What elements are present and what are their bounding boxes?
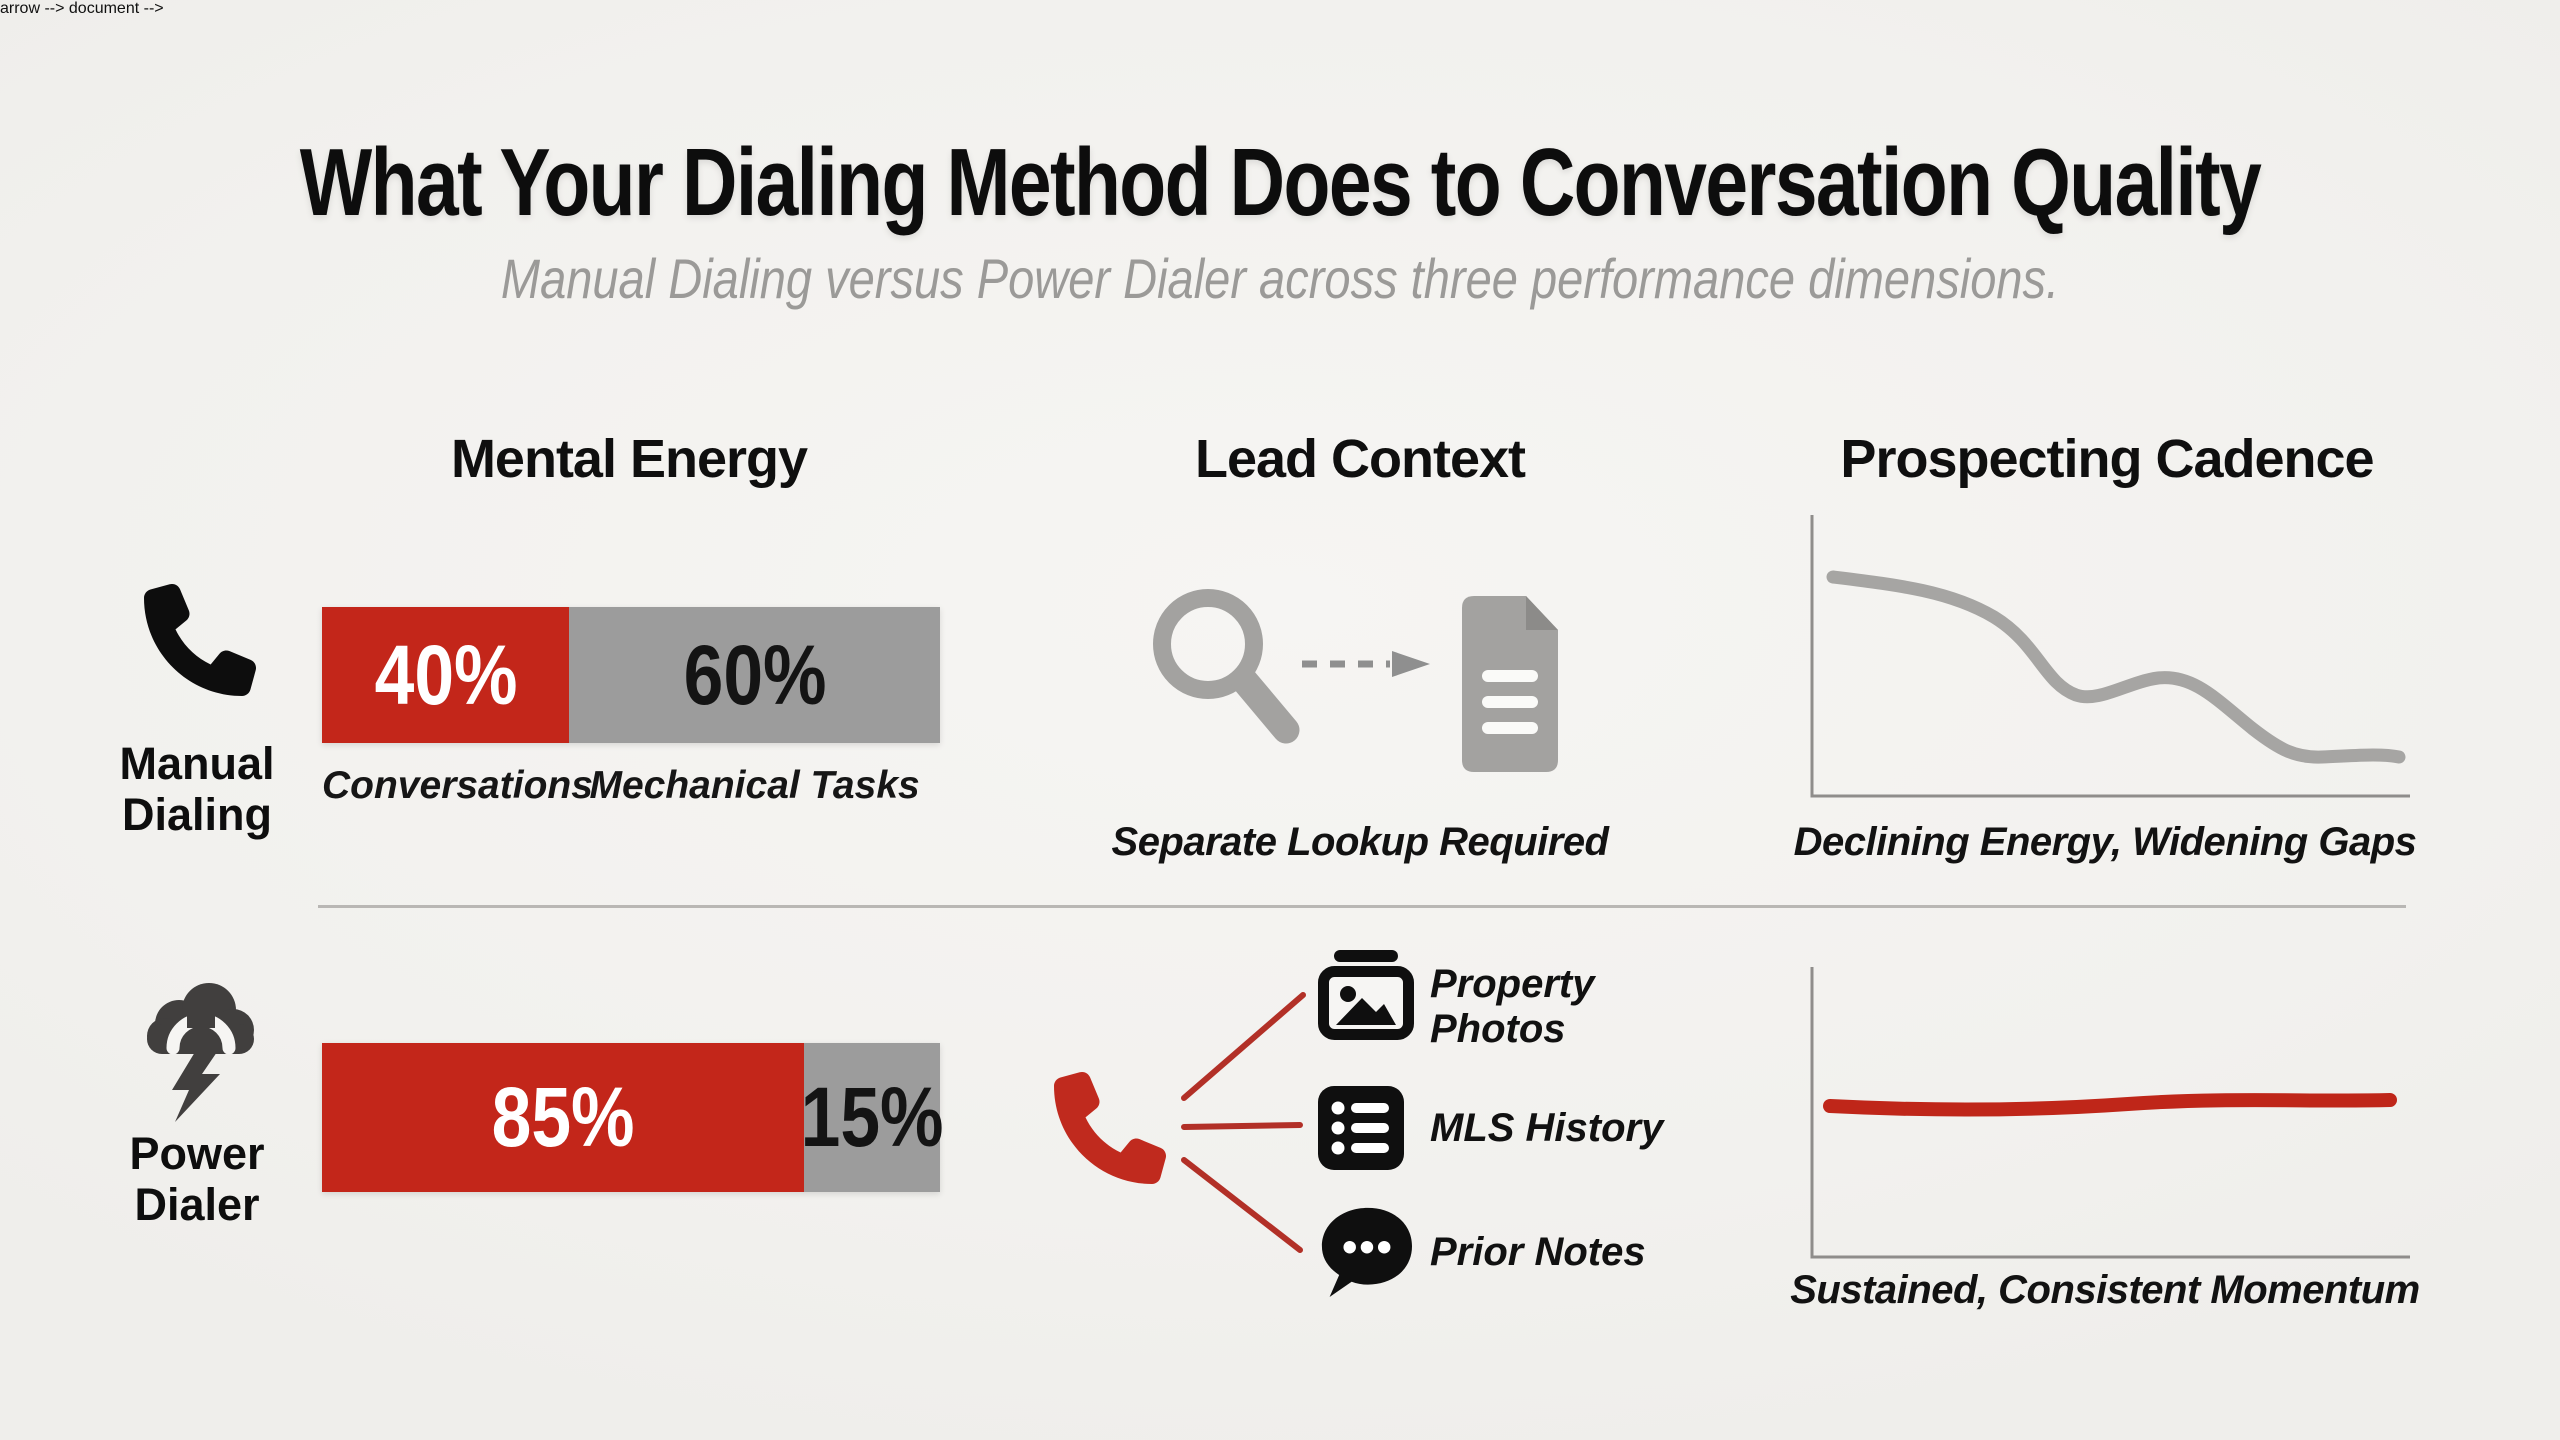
column-header-lead-context: Lead Context [1194, 429, 1526, 489]
caption-declining-energy: Declining Energy, Widening Gaps [1793, 820, 2417, 864]
row-label-line: Manual [119, 738, 275, 789]
mls-history-icon [1318, 1086, 1404, 1170]
row-label-line: Dialer [134, 1179, 260, 1230]
prior-notes-icon [1318, 1206, 1414, 1298]
row-label-manual-dialing: Manual Dialing [119, 738, 274, 840]
row-label-line: Power [129, 1128, 265, 1179]
caption-separate-lookup: Separate Lookup Required [1111, 820, 1609, 864]
bar-segment-value: 40% [374, 627, 518, 722]
bar-segment-value: 60% [683, 627, 827, 722]
phone-icon [144, 583, 257, 696]
magnifier-icon [1146, 584, 1302, 744]
label-line: Prior Notes [1430, 1230, 1646, 1274]
label-line: MLS History [1430, 1106, 1664, 1150]
property-photos-icon [1318, 950, 1414, 1040]
label-property-photos: Property Photos [1430, 962, 1595, 1052]
column-header-mental-energy: Mental Energy [450, 429, 808, 489]
label-prior-notes: Prior Notes [1430, 1230, 1646, 1275]
bar-sublabels-manual: Conversations Mechanical Tasks [322, 764, 940, 808]
bar-sublabel-mechanical-tasks: Mechanical Tasks [589, 764, 920, 807]
bar-segment-conversations: 85% [322, 1043, 805, 1192]
bar-segment-value: 15% [800, 1070, 944, 1164]
bar-segment-conversations: 40% [322, 607, 570, 743]
bar-segment-mechanical-tasks: 60% [569, 607, 940, 743]
row-divider [318, 905, 2406, 908]
storm-phone-icon [136, 972, 262, 1122]
bar-segment-value: 85% [491, 1070, 635, 1164]
label-mls-history: MLS History [1430, 1106, 1663, 1151]
bar-sublabel-conversations: Conversations [322, 764, 593, 807]
dashed-arrow-icon [1300, 648, 1432, 680]
row-label-line: Dialing [121, 789, 272, 840]
declining-cadence-chart [1798, 505, 2416, 815]
mental-energy-bar-power: 85% 15% [322, 1043, 943, 1192]
bar-segment-mechanical-tasks: 15% [801, 1043, 943, 1192]
label-line: Photos [1430, 1007, 1566, 1051]
caption-sustained-momentum: Sustained, Consistent Momentum [1790, 1268, 2420, 1312]
row-label-power-dialer: Power Dialer [129, 1128, 264, 1230]
page-subtitle: Manual Dialing versus Power Dialer acros… [500, 247, 2060, 310]
sustained-cadence-chart [1798, 955, 2416, 1272]
page-title: What Your Dialing Method Does to Convers… [299, 129, 2262, 236]
document-icon [1452, 592, 1568, 776]
label-line: Property [1430, 962, 1595, 1006]
connector-lines [1175, 980, 1310, 1270]
mental-energy-bar-manual: 40% 60% [322, 607, 940, 743]
red-phone-icon [1054, 1071, 1167, 1184]
column-header-prospecting-cadence: Prospecting Cadence [1840, 429, 2374, 489]
